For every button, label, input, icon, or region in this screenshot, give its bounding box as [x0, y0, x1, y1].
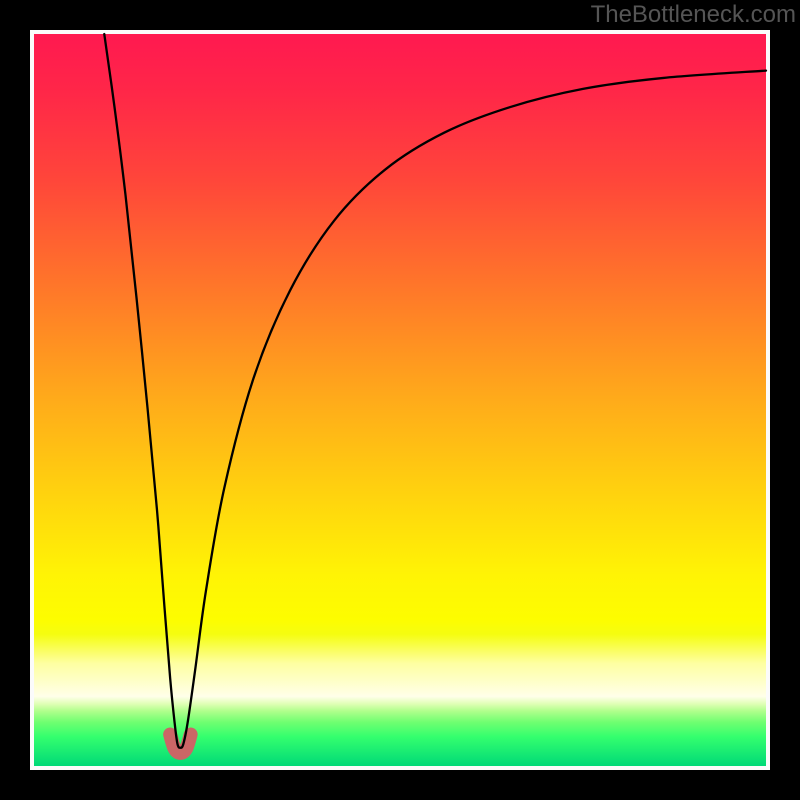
watermark-text: TheBottleneck.com — [591, 1, 796, 28]
plot-background — [34, 34, 766, 766]
bottleneck-curve-chart: TheBottleneck.com — [0, 0, 800, 800]
